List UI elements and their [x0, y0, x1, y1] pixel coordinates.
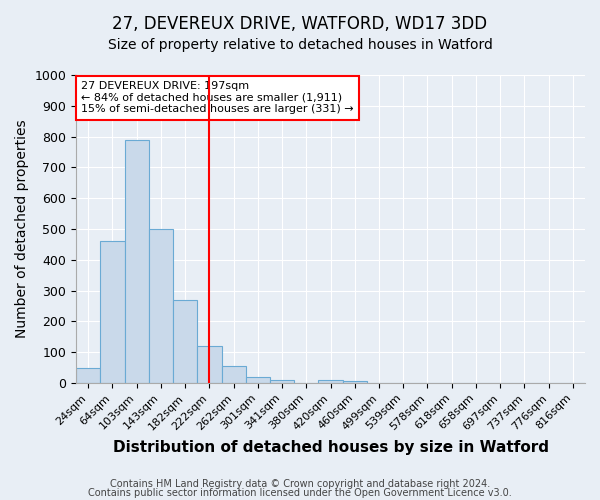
- Bar: [221, 366, 246, 383]
- Bar: [319, 380, 343, 383]
- Bar: [246, 377, 270, 383]
- Bar: [125, 140, 149, 383]
- Text: 27, DEVEREUX DRIVE, WATFORD, WD17 3DD: 27, DEVEREUX DRIVE, WATFORD, WD17 3DD: [112, 15, 488, 33]
- Text: Contains HM Land Registry data © Crown copyright and database right 2024.: Contains HM Land Registry data © Crown c…: [110, 479, 490, 489]
- Bar: [173, 300, 197, 383]
- Bar: [76, 368, 100, 383]
- Text: Size of property relative to detached houses in Watford: Size of property relative to detached ho…: [107, 38, 493, 52]
- Bar: [197, 346, 221, 383]
- Text: Contains public sector information licensed under the Open Government Licence v3: Contains public sector information licen…: [88, 488, 512, 498]
- Y-axis label: Number of detached properties: Number of detached properties: [15, 120, 29, 338]
- Bar: [149, 229, 173, 383]
- Bar: [270, 380, 294, 383]
- Text: 27 DEVEREUX DRIVE: 197sqm
← 84% of detached houses are smaller (1,911)
15% of se: 27 DEVEREUX DRIVE: 197sqm ← 84% of detac…: [81, 81, 354, 114]
- X-axis label: Distribution of detached houses by size in Watford: Distribution of detached houses by size …: [113, 440, 548, 455]
- Bar: [100, 242, 125, 383]
- Bar: [343, 380, 367, 383]
